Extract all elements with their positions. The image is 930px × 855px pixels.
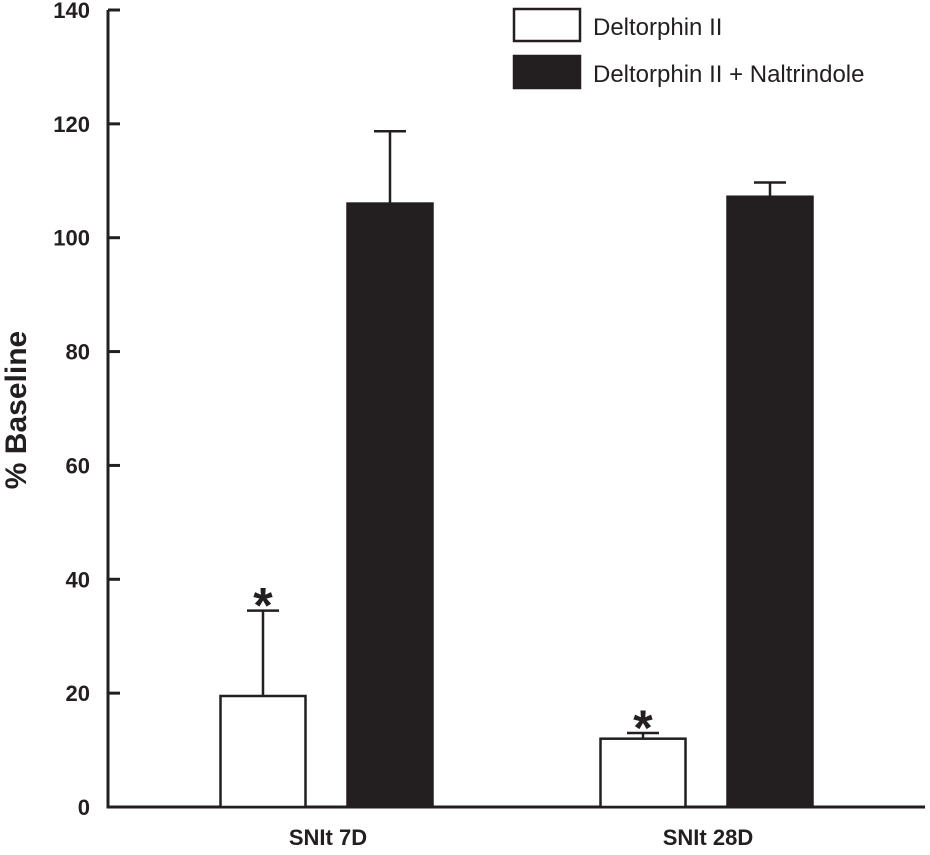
y-tick-label: 40	[66, 567, 90, 592]
y-tick-label: 20	[66, 681, 90, 706]
bar	[346, 202, 434, 809]
y-tick-label: 120	[53, 112, 90, 137]
x-category-label: SNIt 7D	[289, 825, 367, 850]
legend-swatch	[512, 7, 582, 43]
x-category-label: SNIt 28D	[663, 825, 753, 850]
bar	[219, 694, 307, 809]
legend-label: Deltorphin II	[593, 14, 722, 41]
bars: SNIt 7D * SNIt 28D *	[219, 130, 814, 850]
y-tick-label: 60	[66, 453, 90, 478]
legend-swatch	[512, 54, 582, 90]
y-tick-label: 140	[53, 0, 90, 23]
y-tick-label: 80	[66, 340, 90, 365]
y-tick-label: 100	[53, 226, 90, 251]
y-tick-label: 0	[78, 795, 90, 820]
legend: Deltorphin II Deltorphin II + Naltrindole	[512, 7, 864, 90]
bar	[599, 737, 687, 809]
legend-label: Deltorphin II + Naltrindole	[593, 61, 864, 88]
bar	[726, 195, 814, 809]
y-axis-title: % Baseline	[0, 331, 33, 489]
significance-star: *	[253, 578, 273, 634]
significance-star: *	[633, 700, 653, 756]
